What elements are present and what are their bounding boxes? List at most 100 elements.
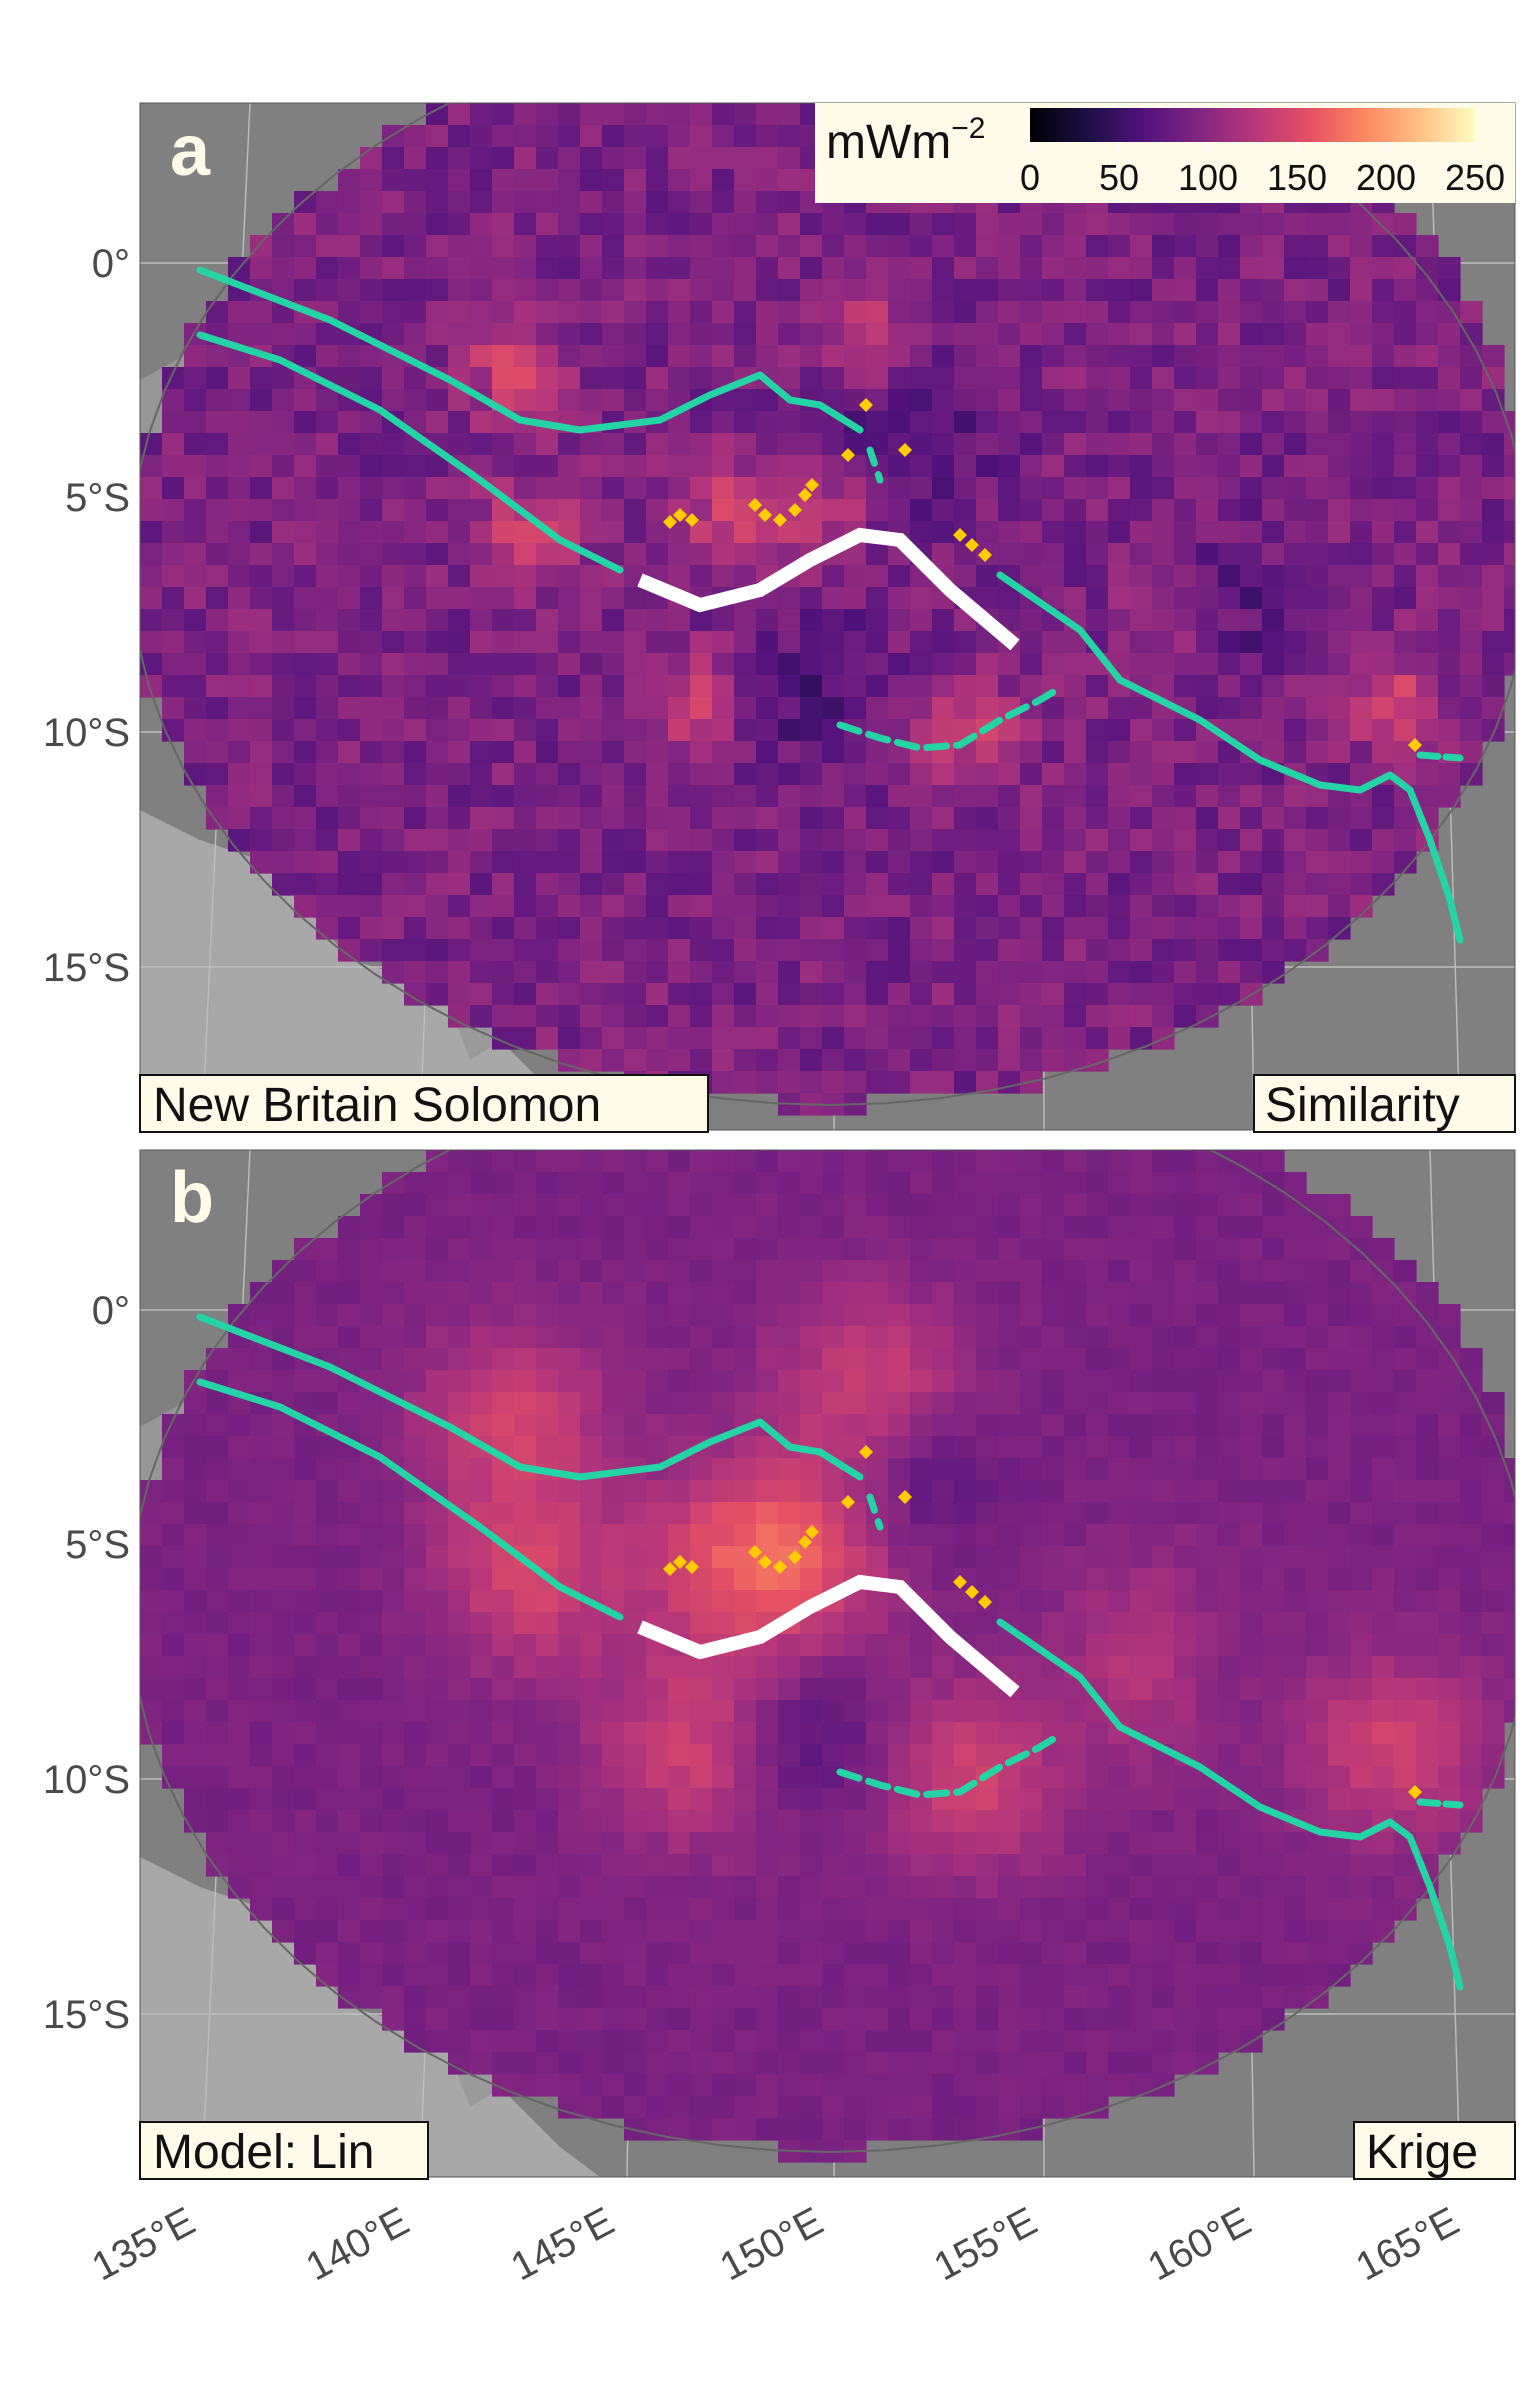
heatflow-cell [646,1436,669,1459]
heatflow-cell [558,917,581,940]
heatflow-cell [536,1436,559,1459]
heatflow-cell [998,433,1021,456]
heatflow-cell [602,851,625,874]
diamond-icon [953,528,967,542]
heatflow-cell [1482,477,1505,500]
heatflow-cell [162,477,185,500]
heatflow-cell [602,1480,625,1503]
heatflow-cell [360,433,383,456]
heatflow-cell [448,1480,471,1503]
heatflow-cell [272,609,295,632]
heatflow-cell [668,1788,691,1811]
heatflow-cell [1108,1282,1131,1305]
heatflow-cell [382,961,405,984]
heatflow-cell [470,917,493,940]
heatflow-cell [1328,455,1351,478]
heatflow-cell [668,455,691,478]
heatflow-cell [998,1370,1021,1393]
heatflow-cell [866,983,889,1006]
heatflow-cell [866,631,889,654]
heatflow-cell [1306,741,1329,764]
heatflow-cell [272,477,295,500]
heatflow-cell [272,631,295,654]
heatflow-cell [536,609,559,632]
heatflow-cell [800,1458,823,1481]
heatflow-cell [998,1722,1021,1745]
heatflow-cell [1108,1656,1131,1679]
heatflow-cell [602,939,625,962]
heatflow-cell [646,279,669,302]
heatflow-cell [756,1458,779,1481]
heatflow-cell [712,1524,735,1547]
heatflow-cell [448,609,471,632]
heatflow-cell [778,1392,801,1415]
heatflow-cell [866,1071,889,1094]
heatflow-cell [1328,1326,1351,1349]
heatflow-cell [712,1766,735,1789]
heatflow-cell [360,521,383,544]
heatflow-cell [1394,543,1417,566]
heatflow-cell [1020,807,1043,830]
heatflow-cell [1306,895,1329,918]
heatflow-cell [492,983,515,1006]
heatflow-cell [228,653,251,676]
heatflow-cell [426,961,449,984]
heatflow-cell [822,1898,845,1921]
heatflow-cell [1240,1568,1263,1591]
heatflow-cell [1042,719,1065,742]
heatflow-cell [1328,301,1351,324]
heatflow-cell [580,1810,603,1833]
heatflow-cell [844,829,867,852]
heatflow-cell [778,433,801,456]
heatflow-cell [1262,653,1285,676]
heatflow-cell [624,1238,647,1261]
heatflow-cell [712,1172,735,1195]
heatflow-cell [1152,301,1175,324]
heatflow-cell [1174,1832,1197,1855]
heatflow-cell [954,499,977,522]
heatflow-cell [1196,1216,1219,1239]
heatflow-cell [888,1524,911,1547]
heatflow-cell [932,1172,955,1195]
heatflow-cell [426,521,449,544]
heatflow-cell [1064,1370,1087,1393]
heatflow-cell [712,1005,735,1028]
heatflow-cell [1350,1326,1373,1349]
heatflow-cell [888,1656,911,1679]
heatflow-cell [1152,1766,1175,1789]
heatflow-cell [1196,1876,1219,1899]
heatflow-cell [558,2096,581,2119]
heatflow-cell [910,961,933,984]
heatflow-cell [690,1304,713,1327]
heatflow-cell [558,1876,581,1899]
heatflow-cell [1086,983,1109,1006]
heatflow-cell [470,1964,493,1987]
heatflow-cell [800,1282,823,1305]
heatflow-cell [536,1304,559,1327]
heatflow-cell [646,1854,669,1877]
heatflow-cell [844,477,867,500]
heatflow-cell [668,1590,691,1613]
heatflow-cell [756,895,779,918]
heatflow-cell [910,257,933,280]
heatflow-cell [976,1920,999,1943]
heatflow-cell [206,1590,229,1613]
heatflow-cell [1482,1546,1505,1569]
heatflow-cell [1196,433,1219,456]
heatflow-cell [844,1612,867,1635]
heatflow-cell [382,609,405,632]
heatflow-cell [690,191,713,214]
heatflow-cell [316,675,339,698]
heatflow-cell [668,367,691,390]
heatflow-cell [1218,1238,1241,1261]
heatflow-cell [910,829,933,852]
heatflow-cell [734,2030,757,2053]
heatflow-cell [954,675,977,698]
heatflow-cell [1152,1458,1175,1481]
diamond-icon [798,1535,812,1549]
heatflow-cell [954,345,977,368]
heatflow-cell [668,1964,691,1987]
heatflow-cell [1438,1634,1461,1657]
heatflow-cell [1174,1005,1197,1028]
heatflow-cell [536,1172,559,1195]
